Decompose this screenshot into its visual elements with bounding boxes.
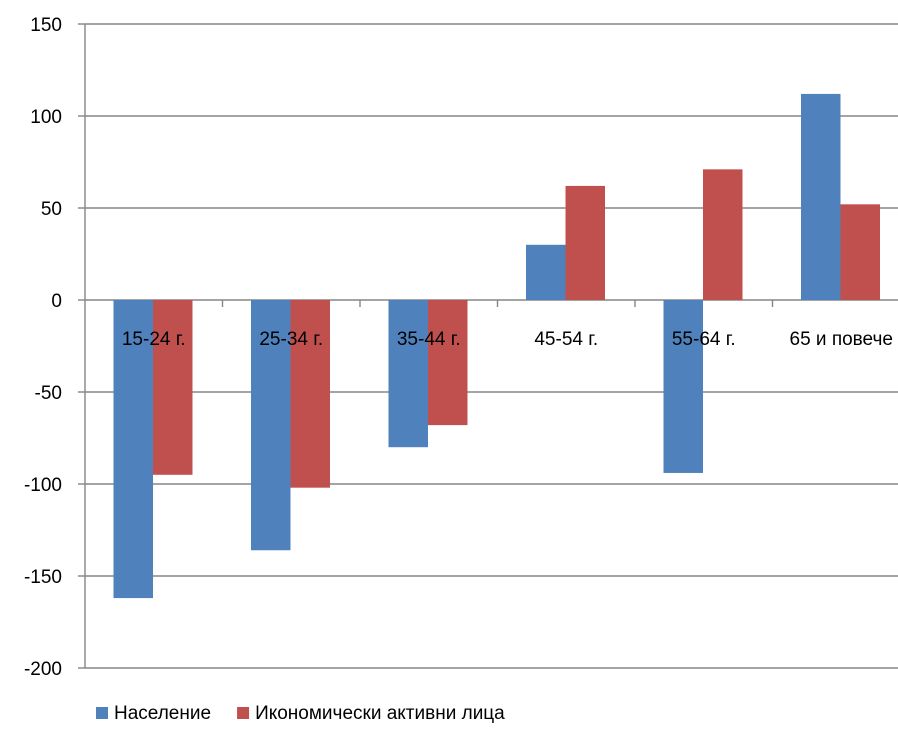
bar-economically-active-3 xyxy=(565,185,605,300)
legend-swatch xyxy=(237,707,250,719)
y-axis-tick-labels: 150 100 50 0 -50 -100 -150 -200 xyxy=(24,15,62,680)
bars xyxy=(113,93,880,599)
y-axis-tick-label: -150 xyxy=(24,567,62,588)
y-axis-tick-label: -100 xyxy=(24,475,62,496)
bar-economically-active-1 xyxy=(290,300,330,488)
bar-economically-active-2 xyxy=(428,300,468,426)
category-label: 55-64 г. xyxy=(672,329,736,350)
category-labels: 15-24 г. 25-34 г. 35-44 г. 45-54 г. 55-64 г.… xyxy=(122,329,893,350)
category-label: 25-34 г. xyxy=(259,329,323,350)
bar-population-2 xyxy=(388,300,428,448)
category-label: 35-44 г. xyxy=(397,329,461,350)
y-axis-tick-label: 50 xyxy=(41,199,62,220)
y-axis-tick-label: -50 xyxy=(35,383,62,404)
category-label: 65 и повече xyxy=(790,329,893,350)
bar-population-1 xyxy=(251,300,291,551)
bar-population-4 xyxy=(663,300,703,473)
bar-economically-active-0 xyxy=(153,300,193,475)
axes xyxy=(78,23,774,669)
category-label: 15-24 г. xyxy=(122,329,186,350)
y-axis-tick-label: 150 xyxy=(30,15,62,36)
gridlines xyxy=(85,23,898,669)
bar-population-5 xyxy=(801,93,841,300)
bar-economically-active-4 xyxy=(703,169,743,300)
bar-population-0 xyxy=(113,300,153,599)
y-axis-tick-label: 0 xyxy=(51,291,62,312)
legend: Население Икономически активни лица xyxy=(96,703,505,724)
bar-economically-active-5 xyxy=(840,204,880,300)
y-axis-tick-label: 100 xyxy=(30,107,62,128)
legend-label: Население xyxy=(114,703,211,724)
category-label: 45-54 г. xyxy=(534,329,598,350)
bar-population-3 xyxy=(526,244,566,300)
y-axis-tick-label: -200 xyxy=(24,659,62,680)
legend-swatch xyxy=(96,707,108,719)
legend-label: Икономически активни лица xyxy=(255,703,505,724)
